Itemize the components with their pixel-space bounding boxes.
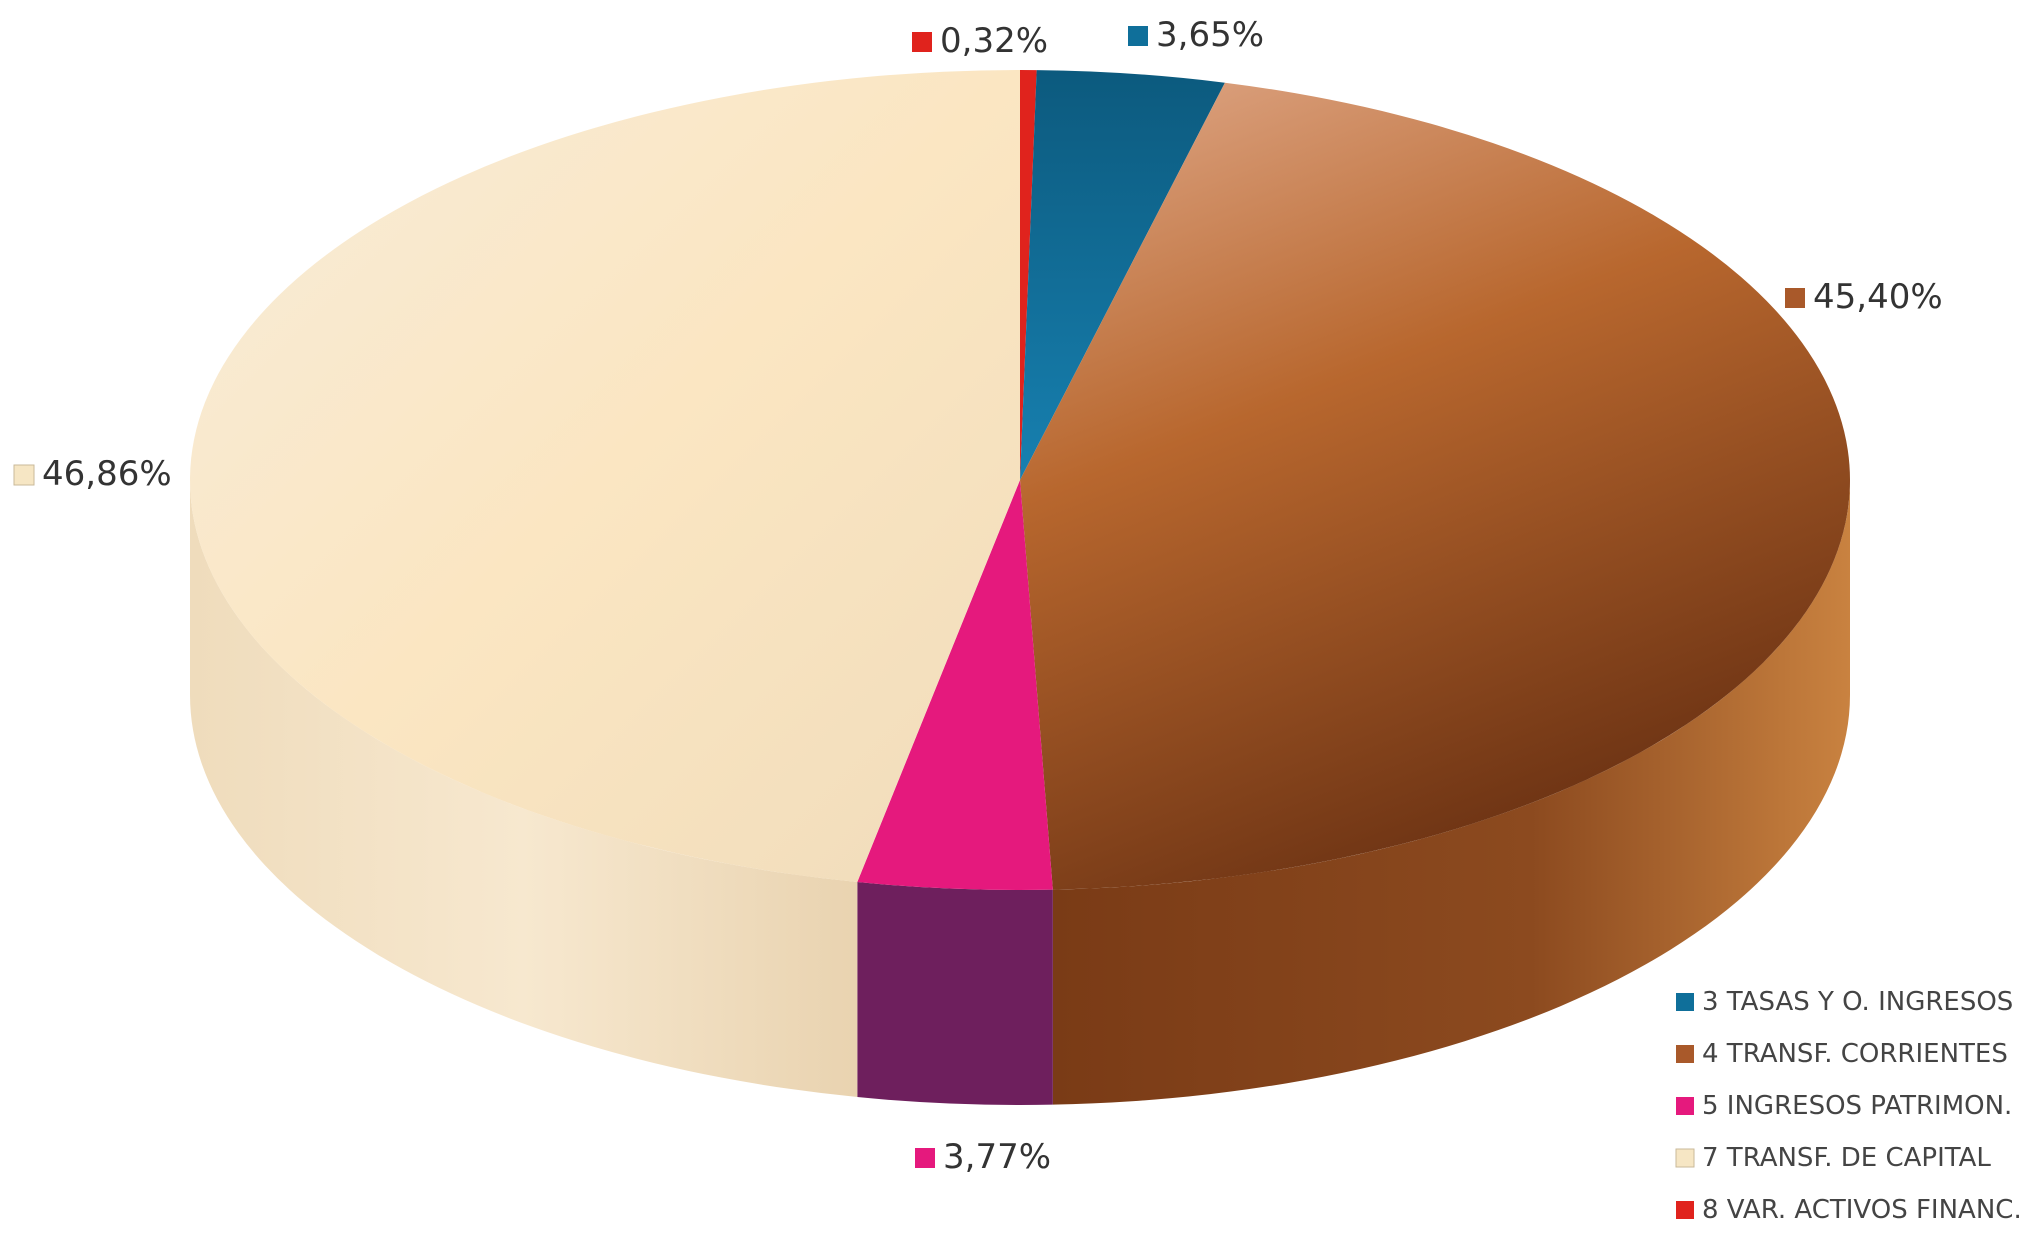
legend-swatch xyxy=(1676,993,1694,1011)
data-label-swatch xyxy=(915,1148,935,1168)
legend-item-slice-8: 8 VAR. ACTIVOS FINANC. xyxy=(1676,1195,2022,1225)
slice-8 xyxy=(1020,70,1037,480)
data-label-swatch xyxy=(1785,288,1805,308)
legend-swatch xyxy=(1676,1097,1694,1115)
slice-4 xyxy=(1020,82,1851,890)
slice-7-side xyxy=(190,480,858,1098)
legend-swatch xyxy=(1676,1045,1694,1063)
legend-item-slice-4: 4 TRANSF. CORRIENTES xyxy=(1676,1039,2008,1069)
data-label-text: 46,86% xyxy=(42,454,172,494)
data-label-slice-7: 46,86% xyxy=(13,454,172,494)
slice-3 xyxy=(1020,70,1225,480)
data-label-swatch xyxy=(1128,26,1148,46)
data-label-text: 0,32% xyxy=(940,21,1048,61)
legend-item-slice-5: 5 INGRESOS PATRIMON. xyxy=(1676,1091,2012,1121)
legend-swatch xyxy=(1675,1148,1695,1168)
data-label-swatch xyxy=(13,464,35,486)
data-label-slice-5: 3,77% xyxy=(915,1137,1051,1177)
slice-4-side xyxy=(1052,480,1850,1105)
legend-label: 4 TRANSF. CORRIENTES xyxy=(1702,1039,2008,1069)
legend: 3 TASAS Y O. INGRESOS 4 TRANSF. CORRIENTE… xyxy=(1675,987,2022,1225)
legend-item-slice-7: 7 TRANSF. DE CAPITAL xyxy=(1675,1143,1991,1173)
legend-label: 8 VAR. ACTIVOS FINANC. xyxy=(1702,1195,2022,1225)
legend-item-slice-3: 3 TASAS Y O. INGRESOS xyxy=(1676,987,2013,1017)
data-label-slice-4: 45,40% xyxy=(1785,277,1943,317)
data-label-text: 3,65% xyxy=(1156,15,1264,55)
slice-7 xyxy=(190,70,1020,883)
slice-5-side xyxy=(857,882,1053,1105)
slice-5 xyxy=(857,480,1053,890)
legend-swatch xyxy=(1676,1201,1694,1219)
legend-label: 7 TRANSF. DE CAPITAL xyxy=(1702,1143,1991,1173)
data-label-slice-8: 0,32% xyxy=(912,21,1048,61)
data-label-text: 3,77% xyxy=(943,1137,1051,1177)
data-label-text: 45,40% xyxy=(1813,277,1943,317)
legend-label: 5 INGRESOS PATRIMON. xyxy=(1702,1091,2012,1121)
data-label-swatch xyxy=(912,32,932,52)
legend-label: 3 TASAS Y O. INGRESOS xyxy=(1702,987,2013,1017)
data-label-slice-3: 3,65% xyxy=(1128,15,1264,55)
